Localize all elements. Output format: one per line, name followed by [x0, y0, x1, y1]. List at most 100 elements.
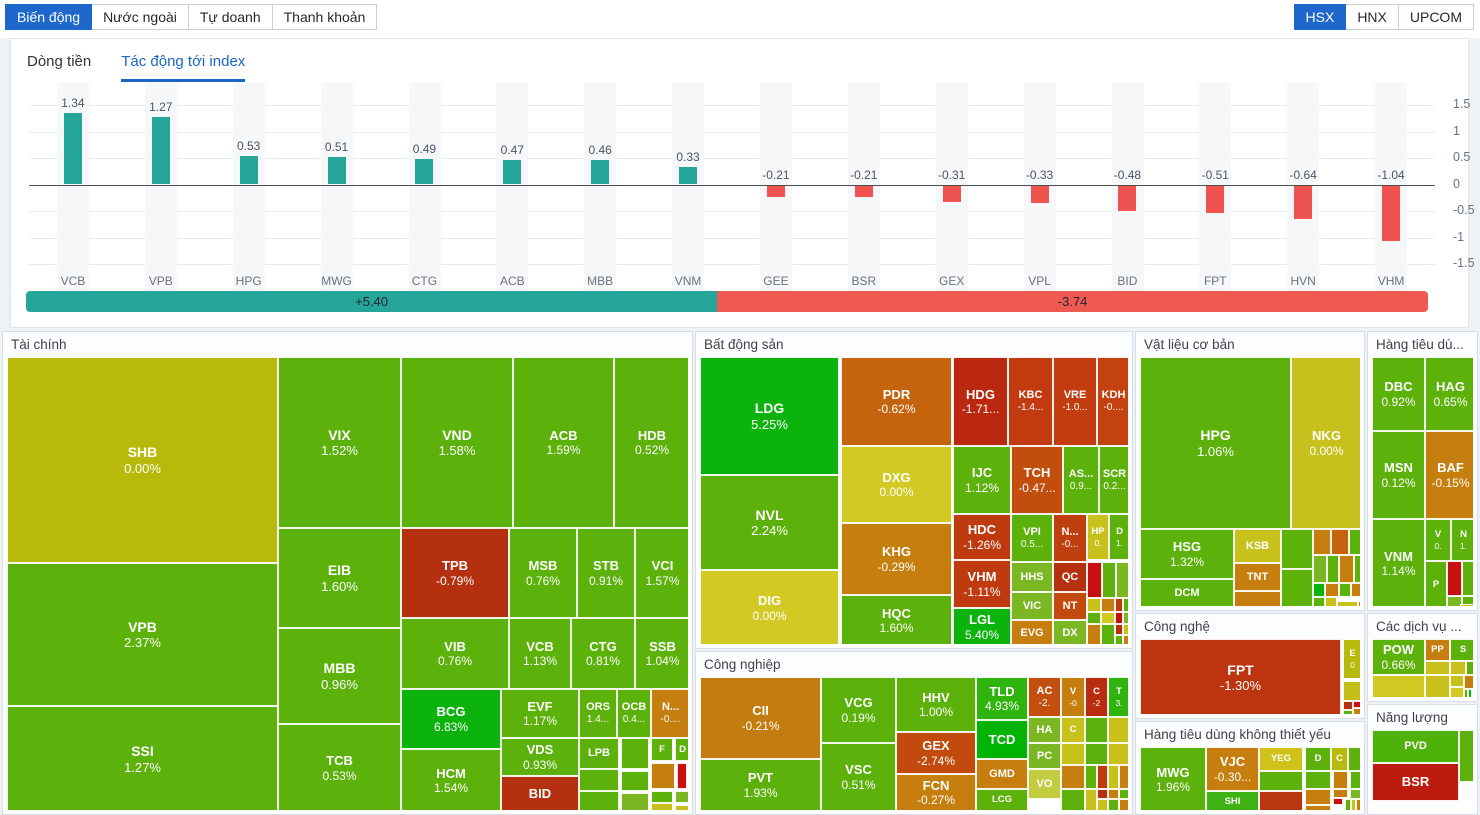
- cell-HDB[interactable]: HDB 0.52%: [614, 357, 688, 528]
- cell-HPG[interactable]: HPG 1.06%: [1140, 357, 1291, 529]
- cell-IJC[interactable]: IJC 1.12%: [953, 446, 1011, 514]
- chart-bar-VCB[interactable]: [63, 113, 82, 185]
- cell-VSC[interactable]: VSC 0.51%: [821, 743, 896, 810]
- cell-LCG[interactable]: LCG: [976, 789, 1028, 810]
- cell-P[interactable]: P: [1425, 561, 1447, 606]
- treemap-cell[interactable]: [1425, 661, 1450, 675]
- main-tab-1[interactable]: Biến động: [5, 4, 93, 30]
- treemap-cell[interactable]: [579, 769, 619, 791]
- treemap-cell[interactable]: [1087, 612, 1101, 624]
- treemap-cell[interactable]: [1097, 799, 1108, 810]
- cell-VCB[interactable]: VCB 1.13%: [509, 618, 571, 689]
- cell-EIB[interactable]: EIB 1.60%: [278, 528, 401, 628]
- cell-HQC[interactable]: HQC 1.60%: [841, 595, 952, 644]
- cell-VIX[interactable]: VIX 1.52%: [278, 357, 401, 528]
- cell-D[interactable]: D 1.: [1109, 514, 1128, 560]
- cell-LPB[interactable]: LPB: [579, 738, 619, 769]
- treemap-cell[interactable]: [1460, 604, 1473, 606]
- treemap-cell[interactable]: [1325, 583, 1339, 597]
- treemap-cell[interactable]: [1115, 635, 1123, 644]
- cell-VO[interactable]: VO: [1028, 769, 1061, 799]
- treemap-cell[interactable]: [1116, 562, 1128, 598]
- cell-D[interactable]: D: [675, 738, 688, 761]
- treemap-cell[interactable]: [1101, 612, 1115, 624]
- treemap-cell[interactable]: [1425, 675, 1450, 697]
- chart-bar-CTG[interactable]: [415, 158, 434, 185]
- chart-bar-VPL[interactable]: [1030, 185, 1049, 203]
- treemap-cell[interactable]: [1354, 555, 1360, 583]
- treemap-cell[interactable]: [1085, 789, 1097, 810]
- cell-POW[interactable]: POW 0.66%: [1372, 639, 1425, 675]
- treemap-cell[interactable]: [1464, 675, 1473, 689]
- treemap-cell[interactable]: [675, 791, 688, 803]
- cell-VNM[interactable]: VNM 1.14%: [1372, 519, 1425, 606]
- exchange-tab-upcom[interactable]: UPCOM: [1397, 4, 1474, 30]
- cell-KBC[interactable]: KBC -1.4...: [1008, 357, 1053, 446]
- cell-S[interactable]: S: [1450, 639, 1473, 661]
- exchange-tab-hsx[interactable]: HSX: [1293, 4, 1347, 30]
- treemap-cell[interactable]: [1085, 765, 1097, 789]
- cell-NVL[interactable]: NVL 2.24%: [700, 475, 839, 570]
- chart-bar-GEX[interactable]: [942, 185, 961, 202]
- cell-STB[interactable]: STB 0.91%: [577, 528, 635, 618]
- cell-VRE[interactable]: VRE -1.0...: [1053, 357, 1097, 446]
- cell-SHB[interactable]: SHB 0.00%: [7, 357, 278, 563]
- treemap-cell[interactable]: [1108, 743, 1128, 765]
- treemap-cell[interactable]: [1305, 771, 1331, 789]
- chart-bar-ACB[interactable]: [503, 159, 522, 185]
- treemap-cell[interactable]: [1450, 675, 1464, 687]
- cell-DX[interactable]: DX: [1053, 620, 1087, 644]
- treemap-cell[interactable]: [1115, 612, 1123, 624]
- subtab-2[interactable]: Tác động tới index: [121, 53, 246, 82]
- exchange-tab-hnx[interactable]: HNX: [1345, 4, 1399, 30]
- cell-HA[interactable]: HA: [1028, 717, 1061, 743]
- main-tab-3[interactable]: Tự doanh: [187, 4, 273, 30]
- cell-GMD[interactable]: GMD: [976, 759, 1028, 789]
- cell-HCM[interactable]: HCM 1.54%: [401, 749, 501, 810]
- cell-BAF[interactable]: BAF -0.15%: [1425, 431, 1473, 519]
- treemap-cell[interactable]: [1119, 799, 1128, 810]
- cell-HHS[interactable]: HHS: [1011, 562, 1053, 592]
- cell-KDH[interactable]: KDH -0....: [1097, 357, 1128, 446]
- cell-QC[interactable]: QC: [1053, 562, 1087, 592]
- cell-BSR[interactable]: BSR: [1372, 763, 1459, 801]
- treemap-cell[interactable]: [1061, 743, 1085, 765]
- treemap-cell[interactable]: [1450, 687, 1464, 697]
- treemap-cell[interactable]: [651, 763, 675, 789]
- treemap-cell[interactable]: [1351, 799, 1356, 810]
- treemap-cell[interactable]: [1108, 799, 1119, 810]
- treemap-cell[interactable]: [621, 771, 649, 791]
- treemap-cell[interactable]: [1343, 681, 1360, 701]
- cell-GEX[interactable]: GEX -2.74%: [896, 732, 976, 774]
- treemap-cell[interactable]: [1356, 799, 1360, 810]
- cell-DIG[interactable]: DIG 0.00%: [700, 570, 839, 644]
- treemap-cell[interactable]: [1097, 789, 1108, 799]
- treemap-cell[interactable]: [1101, 624, 1115, 644]
- cell-LGL[interactable]: LGL 5.40%: [953, 608, 1011, 644]
- cell-PDR[interactable]: PDR -0.62%: [841, 357, 952, 446]
- cell-KHG[interactable]: KHG -0.29%: [841, 523, 952, 595]
- chart-bar-VNM[interactable]: [679, 167, 698, 185]
- cell-YEG[interactable]: YEG: [1259, 747, 1303, 771]
- treemap-cell[interactable]: [1123, 624, 1128, 635]
- treemap-cell[interactable]: [1351, 583, 1360, 597]
- treemap-cell[interactable]: [1462, 561, 1473, 596]
- treemap-cell[interactable]: [1087, 562, 1102, 598]
- treemap-cell[interactable]: [675, 805, 688, 810]
- treemap-cell[interactable]: [1259, 771, 1303, 791]
- cell-BID[interactable]: BID: [501, 776, 579, 810]
- treemap-cell[interactable]: [1108, 765, 1119, 789]
- cell-PC[interactable]: PC: [1028, 743, 1061, 769]
- treemap-cell[interactable]: [1119, 789, 1128, 799]
- treemap-cell[interactable]: [1333, 798, 1343, 805]
- cell-VND[interactable]: VND 1.58%: [401, 357, 513, 528]
- treemap-cell[interactable]: [1339, 583, 1351, 597]
- cell-TCB[interactable]: TCB 0.53%: [278, 724, 401, 810]
- treemap-cell[interactable]: [651, 791, 673, 803]
- chart-bar-GEE[interactable]: [766, 185, 785, 197]
- chart-bar-HVN[interactable]: [1294, 185, 1313, 220]
- cell-D[interactable]: D: [1305, 747, 1331, 771]
- cell-VPB[interactable]: VPB 2.37%: [7, 563, 278, 706]
- cell-PVT[interactable]: PVT 1.93%: [700, 759, 821, 810]
